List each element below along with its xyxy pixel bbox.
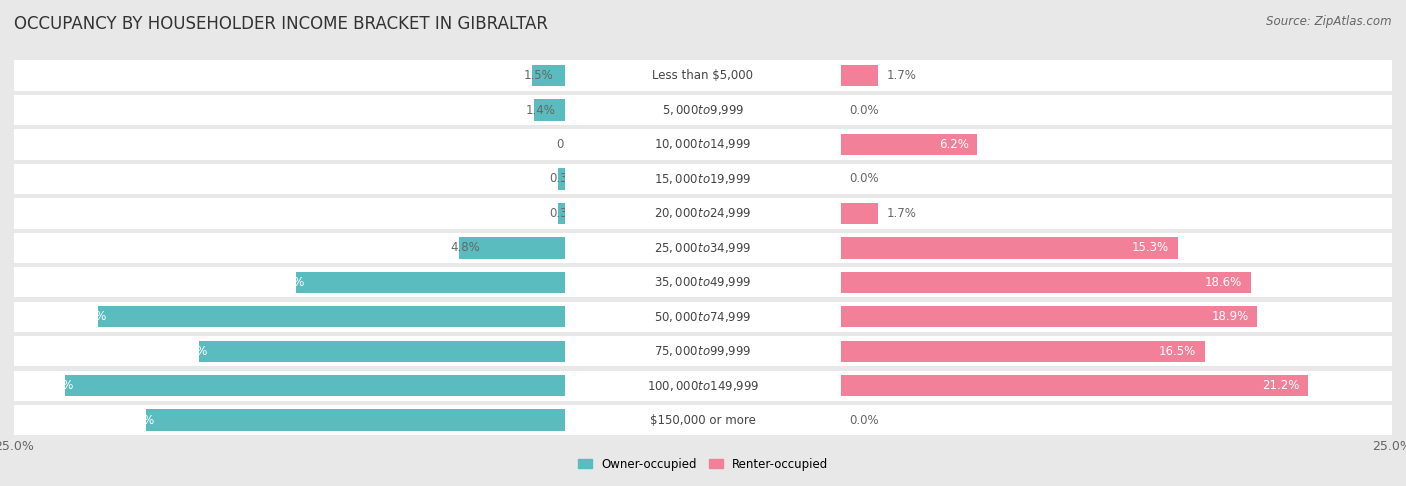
Bar xyxy=(841,267,1392,297)
Text: 4.8%: 4.8% xyxy=(450,242,481,254)
Bar xyxy=(14,267,565,297)
Bar xyxy=(841,336,1392,366)
Bar xyxy=(565,302,841,332)
Bar xyxy=(98,306,565,328)
Bar xyxy=(841,164,1392,194)
Text: 1.5%: 1.5% xyxy=(523,69,553,82)
Bar xyxy=(146,410,565,431)
Bar xyxy=(200,341,565,362)
Bar xyxy=(14,60,565,91)
Text: 22.7%: 22.7% xyxy=(37,379,73,392)
Bar xyxy=(841,203,879,224)
Text: $20,000 to $24,999: $20,000 to $24,999 xyxy=(654,207,752,220)
Bar xyxy=(14,302,565,332)
Legend: Owner-occupied, Renter-occupied: Owner-occupied, Renter-occupied xyxy=(572,453,834,475)
Bar xyxy=(565,164,841,194)
Bar xyxy=(565,198,841,228)
Bar xyxy=(841,198,1392,228)
Bar xyxy=(531,65,565,86)
Bar xyxy=(565,405,841,435)
Text: 1.4%: 1.4% xyxy=(526,104,555,117)
Bar xyxy=(565,267,841,297)
Bar xyxy=(841,95,1392,125)
Text: $100,000 to $149,999: $100,000 to $149,999 xyxy=(647,379,759,393)
Bar xyxy=(14,405,565,435)
Bar xyxy=(565,336,841,366)
Text: $35,000 to $49,999: $35,000 to $49,999 xyxy=(654,276,752,289)
Text: 21.2%: 21.2% xyxy=(1263,379,1299,392)
Text: Less than $5,000: Less than $5,000 xyxy=(652,69,754,82)
Text: 0.31%: 0.31% xyxy=(550,207,586,220)
Bar xyxy=(14,370,565,401)
Bar xyxy=(14,164,565,194)
Bar xyxy=(565,370,841,401)
Bar xyxy=(14,198,565,228)
Text: 16.6%: 16.6% xyxy=(170,345,208,358)
Bar xyxy=(841,134,977,155)
Bar xyxy=(460,237,565,259)
Bar xyxy=(841,233,1392,263)
Bar xyxy=(297,272,565,293)
Bar xyxy=(841,306,1257,328)
Text: Source: ZipAtlas.com: Source: ZipAtlas.com xyxy=(1267,15,1392,28)
Bar xyxy=(565,233,841,263)
Bar xyxy=(841,405,1392,435)
Text: $10,000 to $14,999: $10,000 to $14,999 xyxy=(654,138,752,152)
Bar xyxy=(14,336,565,366)
Bar xyxy=(841,65,879,86)
Text: 0.0%: 0.0% xyxy=(849,173,879,186)
Bar xyxy=(841,375,1308,397)
Bar xyxy=(558,203,565,224)
Bar xyxy=(841,237,1178,259)
Bar xyxy=(565,60,841,91)
Bar xyxy=(841,272,1251,293)
Text: $25,000 to $34,999: $25,000 to $34,999 xyxy=(654,241,752,255)
Text: $50,000 to $74,999: $50,000 to $74,999 xyxy=(654,310,752,324)
Bar xyxy=(841,302,1392,332)
Text: OCCUPANCY BY HOUSEHOLDER INCOME BRACKET IN GIBRALTAR: OCCUPANCY BY HOUSEHOLDER INCOME BRACKET … xyxy=(14,15,548,33)
Text: 16.5%: 16.5% xyxy=(1159,345,1195,358)
Text: 12.2%: 12.2% xyxy=(267,276,305,289)
Bar xyxy=(841,60,1392,91)
Bar xyxy=(14,129,565,159)
Bar xyxy=(14,95,565,125)
Bar xyxy=(841,129,1392,159)
Text: 18.6%: 18.6% xyxy=(1205,276,1241,289)
Bar xyxy=(14,233,565,263)
Text: 15.3%: 15.3% xyxy=(1132,242,1170,254)
Bar xyxy=(534,99,565,121)
Text: 1.7%: 1.7% xyxy=(887,207,917,220)
Text: 18.9%: 18.9% xyxy=(1212,310,1249,323)
Text: 0.31%: 0.31% xyxy=(550,173,586,186)
Text: 6.2%: 6.2% xyxy=(939,138,969,151)
Bar xyxy=(841,341,1205,362)
Text: 19.0%: 19.0% xyxy=(118,414,155,427)
Text: 0.0%: 0.0% xyxy=(849,104,879,117)
Text: $75,000 to $99,999: $75,000 to $99,999 xyxy=(654,344,752,358)
Bar xyxy=(558,168,565,190)
Text: 21.2%: 21.2% xyxy=(69,310,107,323)
Bar xyxy=(565,129,841,159)
Text: 0.0%: 0.0% xyxy=(849,414,879,427)
Bar xyxy=(565,95,841,125)
Bar xyxy=(841,370,1392,401)
Text: $5,000 to $9,999: $5,000 to $9,999 xyxy=(662,103,744,117)
Text: $150,000 or more: $150,000 or more xyxy=(650,414,756,427)
Text: 1.7%: 1.7% xyxy=(887,69,917,82)
Bar xyxy=(65,375,565,397)
Text: $15,000 to $19,999: $15,000 to $19,999 xyxy=(654,172,752,186)
Text: 0.0%: 0.0% xyxy=(557,138,586,151)
